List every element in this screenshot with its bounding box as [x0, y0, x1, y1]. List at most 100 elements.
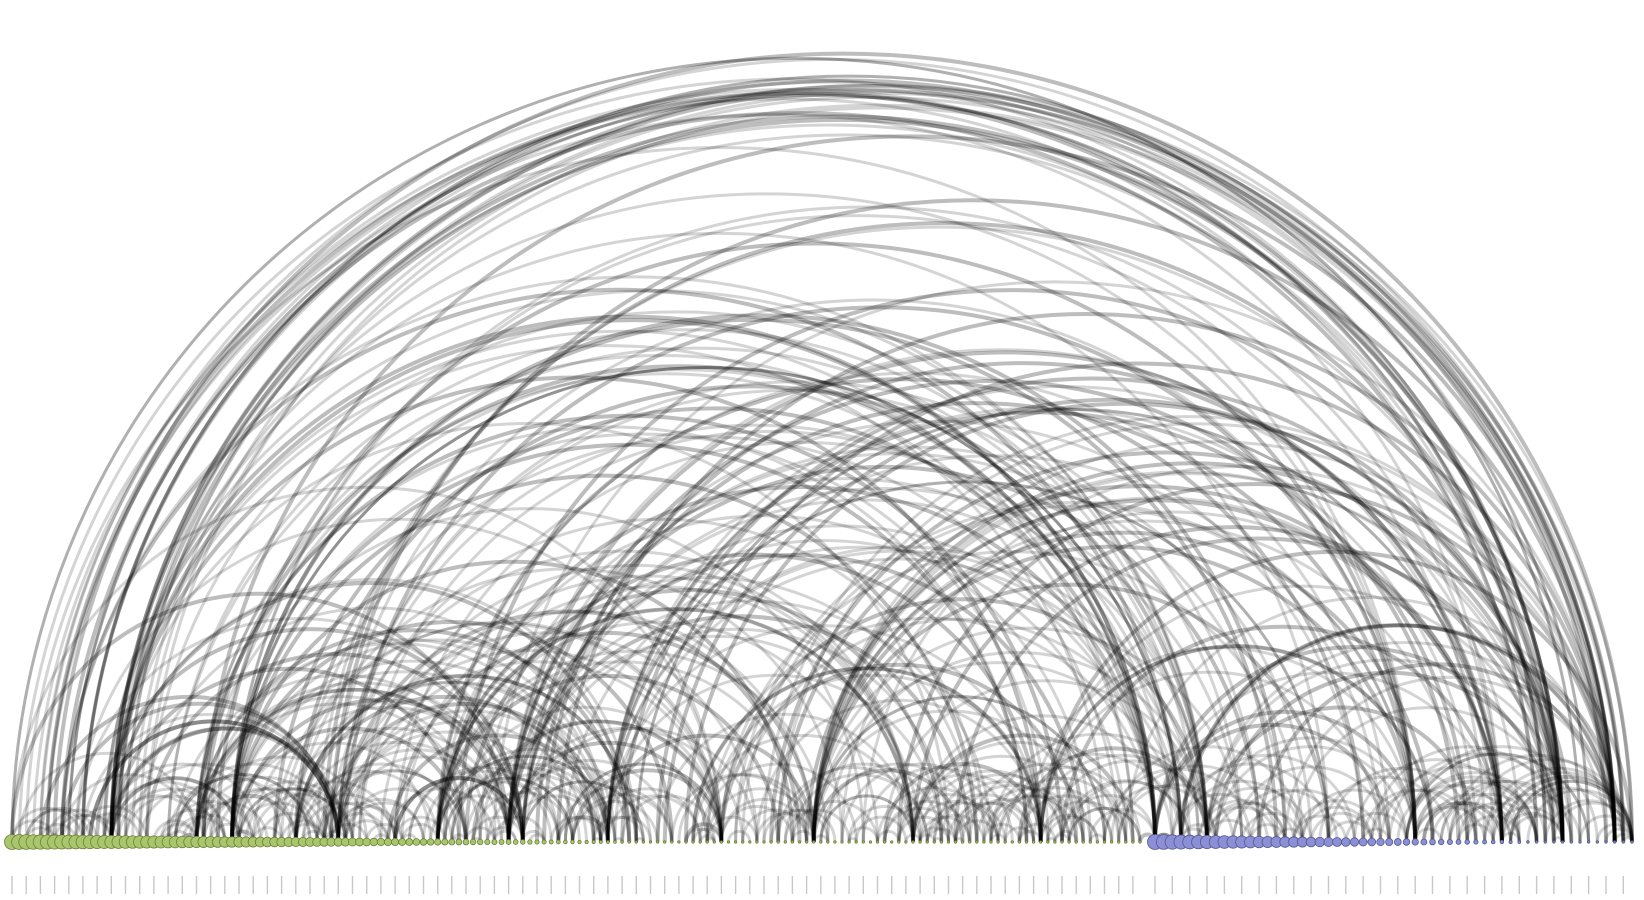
node-group-1	[976, 841, 978, 843]
node-label-mark	[692, 876, 693, 894]
node-label-mark	[1132, 876, 1133, 894]
node-group-2	[1570, 841, 1572, 843]
node-group-1	[1075, 841, 1077, 843]
node-label-mark	[579, 876, 580, 894]
node-label-mark	[721, 876, 722, 894]
node-label-mark	[1276, 876, 1277, 894]
node-label-mark	[352, 876, 353, 894]
node-label-mark	[1501, 876, 1502, 894]
node-label-mark	[948, 876, 949, 894]
node-label-mark	[1061, 876, 1062, 894]
node-label-mark	[409, 876, 410, 894]
node-label-mark	[1328, 876, 1329, 894]
node-group-1	[571, 840, 575, 844]
node-group-1	[628, 841, 630, 843]
node-group-1	[919, 841, 921, 843]
node-group-1	[685, 841, 687, 843]
node-group-1	[642, 841, 644, 843]
node-group-2	[1561, 841, 1563, 843]
node-label-mark	[962, 876, 963, 894]
node-label-mark	[1172, 876, 1173, 894]
node-group-1	[427, 839, 433, 845]
node-group-1	[1103, 841, 1105, 843]
node-group-1	[876, 841, 878, 843]
node-label-mark	[82, 876, 83, 894]
node-group-1	[664, 841, 666, 843]
node-group-1	[492, 839, 497, 844]
node-label-mark	[834, 876, 835, 894]
node-group-1	[1018, 841, 1020, 843]
node-group-1	[1068, 841, 1070, 843]
node-group-1	[470, 839, 476, 845]
node-group-1	[777, 841, 779, 843]
node-label-mark	[153, 876, 154, 894]
node-group-1	[399, 838, 406, 845]
node-label-mark	[763, 876, 764, 894]
node-group-1	[506, 840, 511, 845]
node-group-1	[940, 841, 942, 843]
node-label-mark	[593, 876, 594, 894]
node-group-1	[706, 841, 708, 843]
node-label-mark	[210, 876, 211, 894]
node-label-mark	[792, 876, 793, 894]
node-label-mark	[707, 876, 708, 894]
node-group-2	[1483, 840, 1487, 844]
node-label-mark	[735, 876, 736, 894]
node-group-1	[969, 841, 971, 843]
node-label-mark	[1224, 876, 1225, 894]
node-group-1	[883, 841, 885, 843]
node-group-1	[535, 840, 539, 844]
node-group-1	[720, 841, 722, 843]
node-label-mark	[664, 876, 665, 894]
node-group-1	[363, 838, 371, 846]
node-label-mark	[380, 876, 381, 894]
node-label-mark	[1154, 876, 1155, 894]
node-group-2	[1474, 840, 1478, 844]
node-label-mark	[338, 876, 339, 894]
node-label-mark	[848, 876, 849, 894]
node-label-mark	[1047, 876, 1048, 894]
node-group-1	[891, 841, 893, 843]
node-group-1	[990, 841, 992, 843]
node-group-1	[406, 839, 413, 846]
edge-arc	[1415, 829, 1441, 842]
node-group-1	[954, 841, 956, 843]
node-group-1	[898, 841, 900, 843]
node-label-mark	[111, 876, 112, 894]
node-label-mark	[536, 876, 537, 894]
node-label-mark	[1362, 876, 1363, 894]
node-label-mark	[551, 876, 552, 894]
node-label-mark	[636, 876, 637, 894]
node-label-mark	[309, 876, 310, 894]
node-group-1	[820, 841, 822, 843]
node-group-1	[485, 839, 490, 844]
node-group-1	[656, 841, 658, 843]
node-group-1	[763, 841, 765, 843]
node-label-mark	[1076, 876, 1077, 894]
node-group-1	[528, 840, 532, 844]
node-label-mark	[11, 876, 12, 894]
node-group-1	[848, 841, 850, 843]
node-group-2	[1386, 838, 1393, 845]
node-group-1	[671, 841, 673, 843]
node-label-mark	[806, 876, 807, 894]
arc-layer	[12, 54, 1632, 842]
label-layer	[11, 876, 1624, 894]
node-group-2	[1447, 839, 1452, 844]
node-group-1	[912, 841, 914, 843]
node-label-mark	[68, 876, 69, 894]
node-group-1	[770, 841, 772, 843]
node-label-mark	[1005, 876, 1006, 894]
node-label-mark	[125, 876, 126, 894]
node-label-mark	[934, 876, 935, 894]
node-label-mark	[778, 876, 779, 894]
node-label-mark	[480, 876, 481, 894]
node-group-2	[1412, 839, 1418, 845]
node-label-mark	[1258, 876, 1259, 894]
node-group-1	[841, 841, 843, 843]
node-label-mark	[1206, 876, 1207, 894]
node-group-1	[556, 840, 560, 844]
node-group-2	[1518, 841, 1521, 844]
node-group-1	[463, 839, 469, 845]
